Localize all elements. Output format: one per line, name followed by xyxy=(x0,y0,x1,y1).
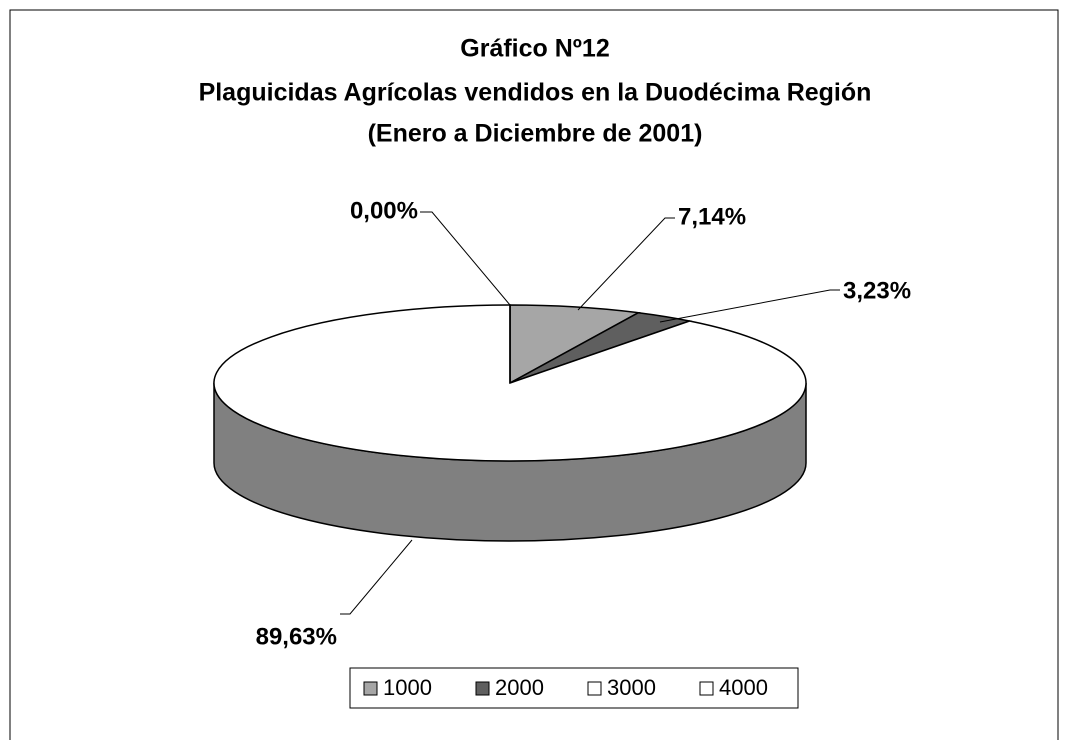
data-label: 3,23% xyxy=(843,277,911,304)
legend-swatch xyxy=(363,681,378,696)
legend-swatch xyxy=(587,681,602,696)
pie xyxy=(213,304,807,542)
leader-line xyxy=(340,539,413,615)
legend-label: 3000 xyxy=(607,675,656,700)
chart-title: (Enero a Diciembre de 2001) xyxy=(368,120,703,148)
leader-lines xyxy=(340,211,840,615)
chart-title: Plaguicidas Agrícolas vendidos en la Duo… xyxy=(199,79,872,107)
legend-swatch xyxy=(699,681,714,696)
leader-line xyxy=(577,217,675,311)
legend: 1000 2000 3000 4000 xyxy=(363,675,768,700)
legend-label: 2000 xyxy=(495,675,544,700)
chart-title: Gráfico Nº12 xyxy=(460,35,609,63)
legend-box xyxy=(349,667,799,709)
leader-line xyxy=(420,211,511,306)
legend-label: 4000 xyxy=(719,675,768,700)
pie-slice xyxy=(509,304,641,385)
data-label: 7,14% xyxy=(678,203,746,230)
data-label: 0,00% xyxy=(350,197,418,224)
legend-swatch xyxy=(475,681,490,696)
data-label: 89,63% xyxy=(256,623,337,650)
legend-label: 1000 xyxy=(383,675,432,700)
leader-line xyxy=(659,289,840,323)
